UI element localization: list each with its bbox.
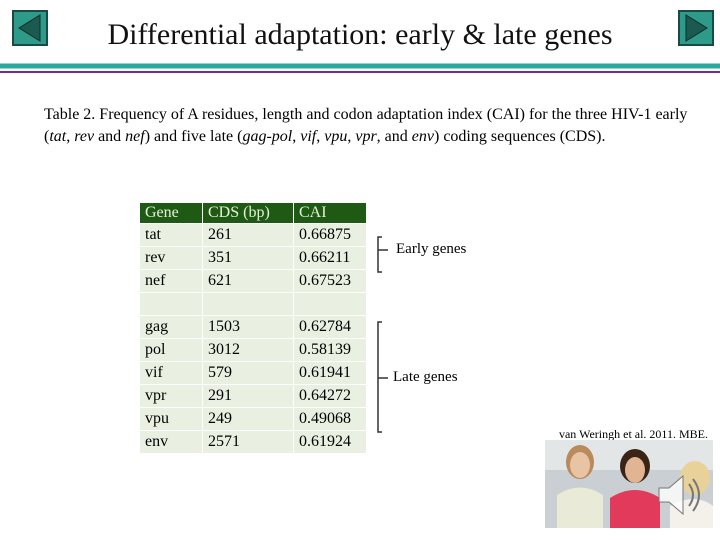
table-cell: 621 bbox=[202, 269, 294, 293]
table-cell: 291 bbox=[202, 384, 294, 408]
table-cell: 3012 bbox=[202, 338, 294, 362]
table-cell: pol bbox=[139, 338, 203, 362]
table-cell: Gene bbox=[139, 202, 203, 224]
gene-table: Gene CDS (bp) CAI tat 261 0.66875 rev 351 0.6621… bbox=[139, 202, 367, 454]
table-cell: 0.61924 bbox=[293, 430, 367, 454]
table-cell: CDS (bp) bbox=[202, 202, 294, 224]
spacer-row bbox=[139, 292, 367, 316]
table-cell: vif bbox=[139, 361, 203, 385]
table-cell: 579 bbox=[202, 361, 294, 385]
group-label: Late genes bbox=[393, 369, 458, 385]
table-cell: 0.66875 bbox=[293, 223, 367, 247]
table-row: gag 1503 0.62784 bbox=[139, 315, 367, 339]
table-cell: env bbox=[139, 430, 203, 454]
title-rule bbox=[0, 63, 720, 73]
table-cell: vpr bbox=[139, 384, 203, 408]
speaker-photo bbox=[545, 440, 713, 528]
table-row: nef 621 0.67523 bbox=[139, 269, 367, 293]
table-cell bbox=[202, 292, 294, 316]
table-row: pol 3012 0.58139 bbox=[139, 338, 367, 362]
table-row: vif 579 0.61941 bbox=[139, 361, 367, 385]
table-cell: 1503 bbox=[202, 315, 294, 339]
audio-icon[interactable] bbox=[655, 470, 705, 520]
table-cell: 0.61941 bbox=[293, 361, 367, 385]
table-row: rev 351 0.66211 bbox=[139, 246, 367, 270]
table-cell: vpu bbox=[139, 407, 203, 431]
table-cell: 249 bbox=[202, 407, 294, 431]
table-row: env 2571 0.61924 bbox=[139, 430, 367, 454]
group-label: Early genes bbox=[396, 241, 467, 257]
table-cell bbox=[293, 292, 367, 316]
table-cell: 0.64272 bbox=[293, 384, 367, 408]
table-cell: 351 bbox=[202, 246, 294, 270]
table-cell: tat bbox=[139, 223, 203, 247]
table-cell: 0.67523 bbox=[293, 269, 367, 293]
table-cell bbox=[139, 292, 203, 316]
header-row: Gene CDS (bp) CAI bbox=[139, 202, 367, 224]
slide-title: Differential adaptation: early & late ge… bbox=[107, 18, 613, 51]
table-cell: nef bbox=[139, 269, 203, 293]
table-row: vpr 291 0.64272 bbox=[139, 384, 367, 408]
group-brackets bbox=[377, 236, 388, 433]
table-cell: 0.49068 bbox=[293, 407, 367, 431]
table-caption: Table 2. Frequency of A residues, length… bbox=[44, 106, 688, 145]
table-row: vpu 249 0.49068 bbox=[139, 407, 367, 431]
previous-button[interactable] bbox=[12, 10, 48, 46]
table-cell: 2571 bbox=[202, 430, 294, 454]
table-cell: rev bbox=[139, 246, 203, 270]
table-cell: 0.62784 bbox=[293, 315, 367, 339]
table-cell: CAI bbox=[293, 202, 367, 224]
next-button[interactable] bbox=[678, 10, 714, 46]
table-row: tat 261 0.66875 bbox=[139, 223, 367, 247]
table-cell: gag bbox=[139, 315, 203, 339]
table-cell: 0.66211 bbox=[293, 246, 367, 270]
table-cell: 0.58139 bbox=[293, 338, 367, 362]
citation: van Weringh et al. 2011. MBE. bbox=[558, 427, 708, 441]
table-cell: 261 bbox=[202, 223, 294, 247]
